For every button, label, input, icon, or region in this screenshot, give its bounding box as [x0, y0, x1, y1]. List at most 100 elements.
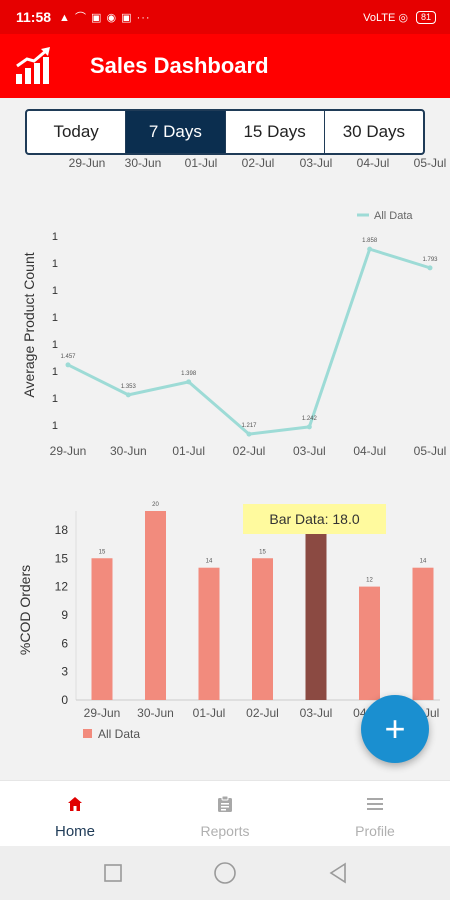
- y-tick-label: 18: [55, 523, 69, 537]
- data-point: [306, 424, 312, 430]
- data-label: 1.242: [302, 416, 318, 422]
- bar: [359, 586, 380, 700]
- y-tick-label: 0: [61, 693, 68, 707]
- legend-label: All Data: [374, 210, 413, 222]
- date-strip: 29-Jun 30-Jun 01-Jul 02-Jul 03-Jul 04-Ju…: [0, 156, 450, 172]
- tab-30-days[interactable]: 30 Days: [342, 122, 406, 141]
- date-label: 04-Jul: [356, 156, 390, 170]
- data-point: [186, 379, 192, 385]
- data-point: [427, 265, 433, 271]
- y-tick-label: 1: [52, 258, 58, 270]
- y-tick-label: 1: [52, 393, 58, 405]
- date-label: 29-Jun: [68, 156, 106, 170]
- data-label: 20: [152, 502, 159, 508]
- bar-chart[interactable]: %COD Orders 0 3 6 9 12 15 18 15 29-Jun 20 30-Jun 14 0…: [0, 495, 450, 765]
- bar: [252, 558, 273, 700]
- tab-today[interactable]: Today: [27, 111, 127, 153]
- status-bar: 11:58 ▲ ⌒ ▣ ◉ ▣ ··· VoLTE ◎ 81: [0, 0, 450, 34]
- data-label: 15: [259, 549, 266, 555]
- x-tick-label: 03-Jul: [300, 706, 333, 720]
- tooltip-text: Bar Data: 18.0: [269, 511, 359, 527]
- nav-home-label: Home: [54, 823, 95, 840]
- nav-reports-label: Reports: [200, 823, 250, 839]
- nav-profile[interactable]: Profile: [300, 781, 450, 847]
- legend-label: All Data: [98, 727, 140, 741]
- bar: [91, 558, 113, 700]
- data-label: 15: [99, 549, 106, 555]
- range-tabs: Today 7 Days 15 Days 30 Days: [25, 109, 425, 155]
- y-tick-label: 15: [55, 551, 69, 565]
- line-chart[interactable]: All Data Average Product Count 1 1 1 1 1 1 1 1 29-…: [0, 185, 450, 475]
- x-tick-label: 30-Jun: [137, 706, 174, 720]
- triangle-back-icon[interactable]: [328, 862, 348, 884]
- date-label: 02-Jul: [241, 156, 275, 170]
- y-tick-label: 1: [52, 420, 58, 432]
- x-tick-label: 03-Jul: [293, 444, 326, 458]
- x-tick-label: 02-Jul: [233, 444, 266, 458]
- y-tick-label: 1: [52, 285, 58, 297]
- circle-home-icon[interactable]: [213, 861, 237, 885]
- date-label: 03-Jul: [299, 156, 333, 170]
- status-left: 11:58 ▲ ⌒ ▣ ◉ ▣ ···: [16, 9, 151, 25]
- data-point: [125, 392, 131, 398]
- clipboard-icon: [218, 795, 232, 812]
- status-time: 11:58: [16, 9, 52, 25]
- system-nav-bar: [0, 846, 450, 900]
- x-tick-label: 29-Jun: [84, 706, 121, 720]
- data-point: [65, 362, 71, 368]
- x-tick-label: 29-Jun: [50, 444, 87, 458]
- bar: [412, 567, 434, 700]
- bar: [145, 511, 166, 700]
- legend-swatch: [83, 729, 92, 738]
- y-tick-label: 1: [52, 366, 58, 378]
- x-tick-label: 01-Jul: [193, 706, 226, 720]
- add-button[interactable]: +: [361, 695, 429, 763]
- y-tick-label: 1: [52, 231, 58, 243]
- nav-home[interactable]: Home: [0, 781, 150, 847]
- x-tick-label: 01-Jul: [172, 444, 205, 458]
- bar-chart-growth-icon: [16, 47, 50, 84]
- nav-profile-label: Profile: [355, 823, 395, 839]
- data-label: 1.217: [241, 423, 257, 429]
- series-line: [67, 247, 431, 436]
- bar: [198, 567, 220, 700]
- menu-icon: [367, 798, 383, 810]
- x-tick-label: 30-Jun: [110, 444, 147, 458]
- bar: [305, 529, 327, 700]
- status-right: VoLTE ◎ 81: [363, 10, 436, 24]
- data-label: 14: [206, 559, 213, 565]
- plus-icon: +: [384, 708, 406, 749]
- date-label: 05-Jul: [413, 156, 447, 170]
- y-tick-label: 9: [61, 608, 68, 622]
- x-tick-label: 02-Jul: [246, 706, 279, 720]
- tab-7-days[interactable]: 7 Days: [126, 111, 226, 153]
- y-tick-label: 12: [55, 580, 69, 594]
- data-point: [246, 431, 252, 437]
- network-indicators: VoLTE ◎: [363, 11, 408, 24]
- nav-reports[interactable]: Reports: [150, 781, 300, 847]
- data-label: 1.398: [181, 371, 197, 377]
- data-label: 12: [366, 578, 373, 584]
- x-tick-label: 04-Jul: [353, 444, 386, 458]
- tab-15-days[interactable]: 15 Days: [226, 111, 325, 153]
- data-point: [367, 246, 373, 252]
- data-label: 1.858: [362, 238, 378, 244]
- date-label: 30-Jun: [124, 156, 162, 170]
- y-tick-label: 1: [52, 339, 58, 351]
- date-label: 01-Jul: [184, 156, 218, 170]
- y-axis-title: Average Product Count: [21, 252, 37, 397]
- battery-icon: 81: [415, 10, 436, 24]
- data-label: 1.793: [422, 257, 438, 263]
- status-indicators: ▲ ⌒ ▣ ◉ ▣ ···: [59, 12, 151, 24]
- app-bar: Sales Dashboard: [0, 34, 450, 98]
- y-tick-label: 3: [61, 665, 68, 679]
- y-tick-label: 1: [52, 312, 58, 324]
- square-recents-icon[interactable]: [103, 863, 123, 883]
- bottom-nav: Home Reports Profile: [0, 780, 450, 847]
- y-tick-label: 6: [61, 636, 68, 650]
- data-label: 14: [420, 559, 427, 565]
- page-title: Sales Dashboard: [90, 53, 269, 78]
- data-label: 1.353: [121, 384, 137, 390]
- y-axis-title: %COD Orders: [17, 565, 33, 655]
- x-tick-label: 05-Jul: [414, 444, 447, 458]
